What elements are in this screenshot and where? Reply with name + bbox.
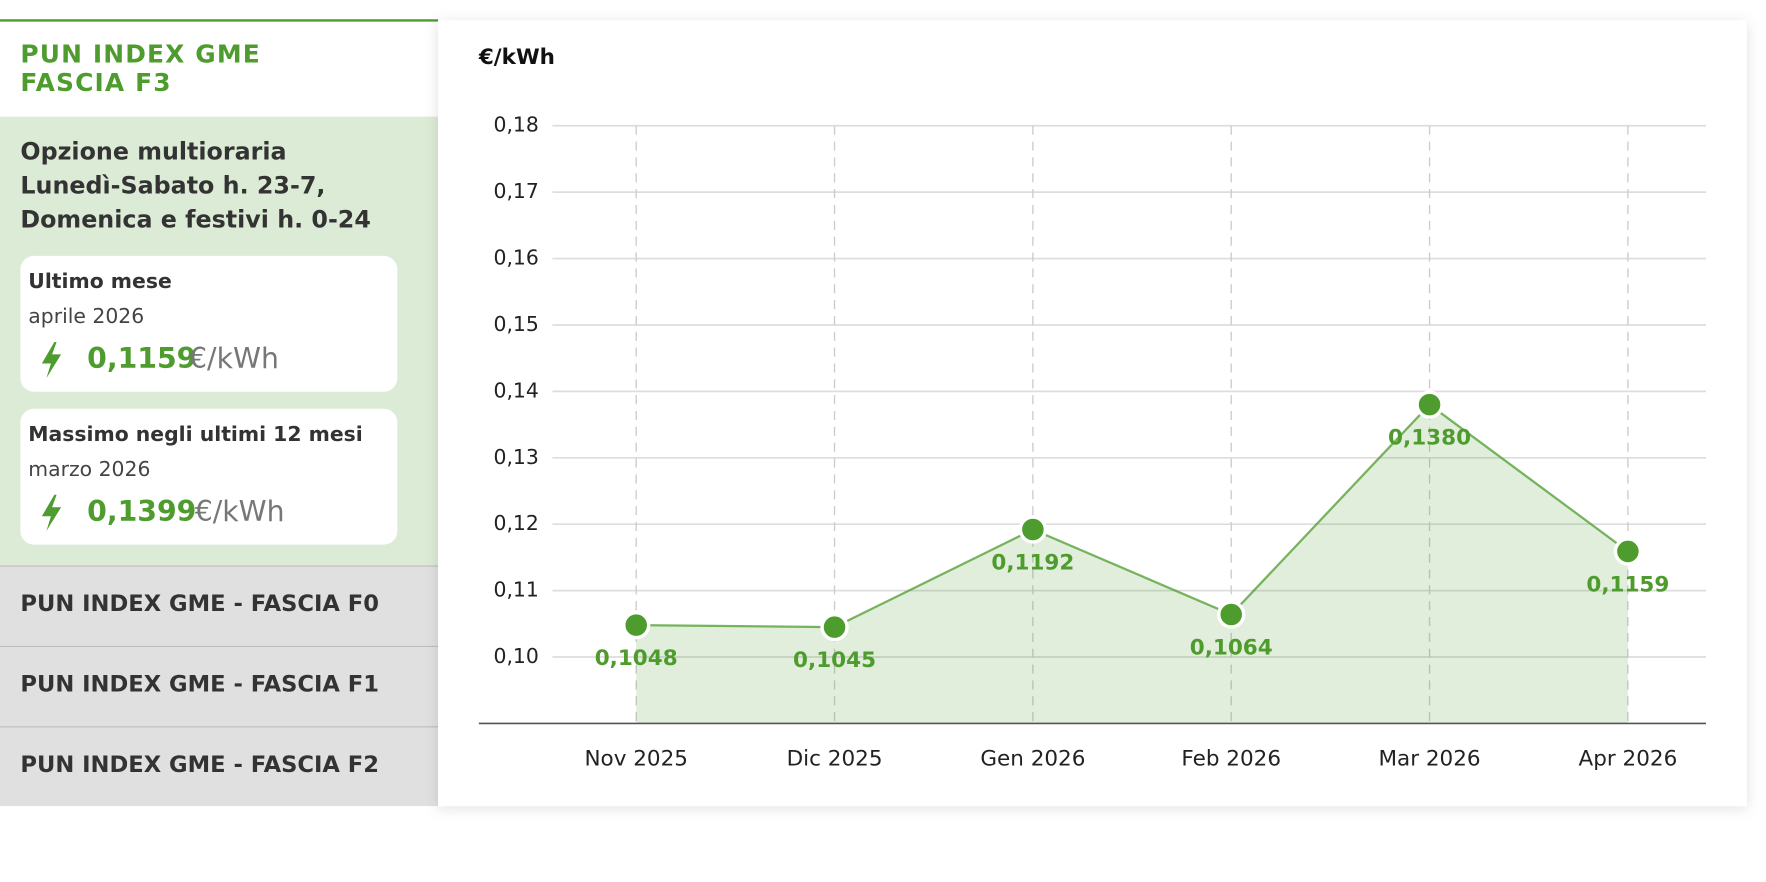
description: Domenica e festivi h. 0-24: [20, 205, 371, 233]
card-value: 0,1159: [87, 342, 196, 375]
point: [1415, 390, 1444, 419]
chart-panel: [438, 20, 1747, 807]
description: Lunedì-Sabato h. 23-7,: [20, 171, 325, 199]
x-tick-label: Feb 2026: [1181, 747, 1281, 772]
description: Opzione multioraria: [20, 137, 286, 165]
data-label: 0,1064: [1190, 635, 1273, 660]
area-fill: [636, 404, 1628, 724]
tabs-bg: [0, 566, 439, 807]
x-tick-label: Apr 2026: [1579, 747, 1678, 772]
bolt-icon: [41, 341, 62, 379]
y-axis-title: €/kWh: [478, 45, 555, 70]
y-tick-label: 0,15: [494, 312, 539, 336]
plot: 0,10 0,11 0,12 0,13 0,14 0,15 0,16 0,17 0,18 Nov …: [478, 113, 1707, 772]
card-period: marzo 2026: [28, 457, 150, 481]
x-tick-label: Dic 2025: [787, 747, 883, 772]
tab-title[interactable]: PUN INDEX GME: [20, 40, 260, 69]
y-tick-label: 0,18: [494, 113, 539, 137]
tab-title[interactable]: FASCIA F3: [20, 68, 171, 97]
card-title: Massimo negli ultimi 12 mesi: [28, 422, 362, 446]
bolt-icon: [41, 494, 62, 531]
data-label: 0,1380: [1388, 426, 1471, 451]
card-period: aprile 2026: [28, 304, 144, 328]
x-tick-label: Gen 2026: [980, 747, 1085, 772]
card: [20, 408, 398, 545]
tab[interactable]: PUN INDEX GME - FASCIA F0: [20, 591, 379, 617]
x-tick-label: Nov 2025: [584, 747, 688, 772]
card-title: Ultimo mese: [28, 269, 171, 293]
card-unit: €/kWh: [195, 495, 285, 528]
y-tick-label: 0,12: [494, 511, 539, 535]
line: [636, 403, 1629, 629]
y-tick-label: 0,10: [494, 644, 539, 668]
y-tick-label: 0,13: [494, 445, 539, 469]
point: [1613, 537, 1643, 566]
card-value: 0,1399: [87, 495, 196, 528]
tab[interactable]: PUN INDEX GME - FASCIA F2: [20, 752, 379, 778]
card-unit: €/kWh: [189, 342, 279, 375]
data-label: 0,1045: [793, 648, 876, 673]
y-tick-label: 0,14: [494, 378, 539, 402]
point: [1217, 600, 1246, 629]
data-label: 0,1192: [991, 550, 1074, 575]
y-tick-label: 0,11: [494, 578, 539, 602]
tab[interactable]: PUN INDEX GME - FASCIA F1: [20, 671, 379, 697]
data-label: 0,1159: [1586, 572, 1669, 597]
sidebar: PUN INDEX GME FASCIA F3 Opzione multiora…: [0, 19, 439, 807]
data-label: 0,1048: [595, 646, 678, 671]
y-tick-label: 0,17: [494, 179, 539, 203]
point: [820, 612, 849, 642]
point: [622, 611, 651, 640]
card: [20, 255, 398, 392]
point: [1018, 515, 1048, 544]
x-tick-label: Mar 2026: [1378, 747, 1480, 772]
y-tick-label: 0,16: [494, 246, 539, 270]
